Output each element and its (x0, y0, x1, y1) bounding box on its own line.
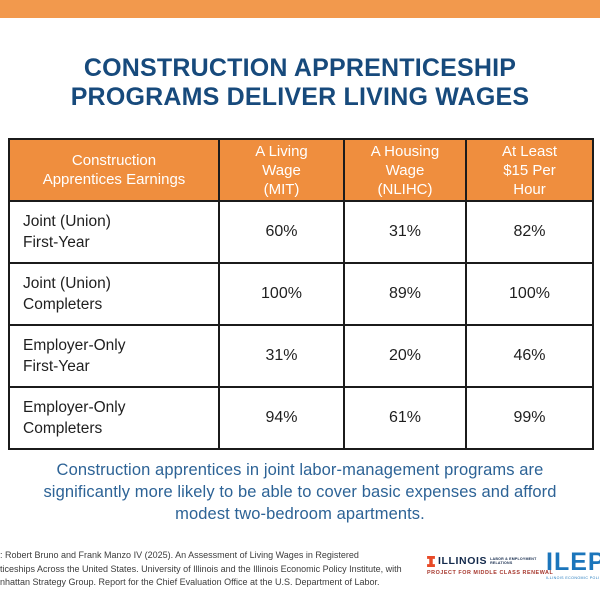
header-text: (MIT) (263, 180, 300, 198)
apprenticeship-earnings-table: Construction Apprentices Earnings A Livi… (8, 138, 594, 450)
cell-housing-wage: 89% (343, 262, 467, 326)
row-label: Employer-Only First-Year (8, 324, 220, 388)
page-title-line-1: CONSTRUCTION APPRENTICESHIP (83, 54, 517, 82)
table-header-row: Construction Apprentices Earnings A Livi… (8, 138, 594, 202)
cell-living-wage: 60% (218, 200, 345, 264)
cell-housing-wage: 31% (343, 200, 467, 264)
source-citation: : Robert Bruno and Frank Manzo IV (2025)… (0, 549, 402, 590)
row-label-text: Completers (23, 296, 103, 313)
row-label-text: Employer-Only (23, 337, 126, 354)
cell-living-wage: 100% (218, 262, 345, 326)
top-accent-bar (0, 0, 600, 18)
header-text: (NLIHC) (377, 180, 433, 198)
row-label-text: Joint (Union) (23, 213, 111, 230)
row-label-text: First-Year (23, 234, 90, 251)
header-text: Apprentices Earnings (42, 171, 186, 188)
illinois-dept-label: LABOR & EMPLOYMENT RELATIONS (490, 557, 536, 565)
header-text: Hour (513, 180, 546, 198)
dept-line-1: LABOR & EMPLOYMENT (490, 557, 537, 561)
row-label: Joint (Union) First-Year (8, 200, 220, 264)
cell-15-per-hour: 100% (465, 262, 594, 326)
header-text: A Housing (370, 142, 440, 160)
row-label: Joint (Union) Completers (8, 262, 220, 326)
table-row-employer-only-completers: Employer-Only Completers 94% 61% 99% (8, 386, 594, 450)
header-text: At Least (501, 142, 558, 160)
dept-line-2: RELATIONS (490, 561, 513, 565)
cell-15-per-hour: 82% (465, 200, 594, 264)
cell-housing-wage: 61% (343, 386, 467, 450)
takeaway-caption: Construction apprentices in joint labor-… (0, 459, 600, 525)
illinois-wordmark: ILLINOIS (438, 555, 488, 567)
header-construction-apprentices-earnings: Construction Apprentices Earnings (8, 138, 220, 202)
illinois-block-i-icon (427, 555, 435, 567)
header-text: $15 Per (503, 161, 556, 179)
cell-15-per-hour: 46% (465, 324, 594, 388)
source-line-3: nhattan Strategy Group. Report for the C… (0, 577, 380, 587)
caption-line-1: Construction apprentices in joint labor-… (56, 461, 544, 479)
header-housing-wage-nlihc: A Housing Wage (NLIHC) (343, 138, 467, 202)
cell-living-wage: 94% (218, 386, 345, 450)
page-title: CONSTRUCTION APPRENTICESHIP PROGRAMS DEL… (0, 54, 600, 112)
header-text: A Living (255, 142, 308, 160)
table-row-employer-only-first-year: Employer-Only First-Year 31% 20% 46% (8, 324, 594, 388)
pmcr-tagline: PROJECT FOR MIDDLE CLASS RENEWAL (427, 570, 554, 576)
page-title-line-2: PROGRAMS DELIVER LIVING WAGES (70, 83, 530, 111)
source-line-1: : Robert Bruno and Frank Manzo IV (2025)… (0, 550, 359, 560)
cell-living-wage: 31% (218, 324, 345, 388)
caption-line-2: significantly more likely to be able to … (43, 483, 557, 501)
row-label-text: Joint (Union) (23, 275, 111, 292)
source-line-2: ticeships Across the United States. Univ… (0, 563, 402, 574)
header-text: Wage (385, 161, 425, 179)
header-text: Wage (262, 161, 301, 179)
header-text: Construction (71, 152, 157, 169)
header-living-wage-mit: A Living Wage (MIT) (218, 138, 345, 202)
row-label-text: Employer-Only (23, 399, 126, 416)
ilepi-subtext: ILLINOIS ECONOMIC POLI (546, 576, 600, 580)
table-row-joint-union-completers: Joint (Union) Completers 100% 89% 100% (8, 262, 594, 326)
university-of-illinois-pmcr-logo: ILLINOIS LABOR & EMPLOYMENT RELATIONS PR… (427, 555, 554, 576)
header-at-least-15-per-hour: At Least $15 Per Hour (465, 138, 594, 202)
row-label-text: Completers (23, 420, 103, 437)
row-label-text: First-Year (23, 358, 90, 375)
table-row-joint-union-first-year: Joint (Union) First-Year 60% 31% 82% (8, 200, 594, 264)
cell-15-per-hour: 99% (465, 386, 594, 450)
row-label: Employer-Only Completers (8, 386, 220, 450)
illinois-wordmark-row: ILLINOIS LABOR & EMPLOYMENT RELATIONS (427, 555, 543, 567)
cell-housing-wage: 20% (343, 324, 467, 388)
caption-line-3: modest two-bedroom apartments. (175, 505, 425, 523)
